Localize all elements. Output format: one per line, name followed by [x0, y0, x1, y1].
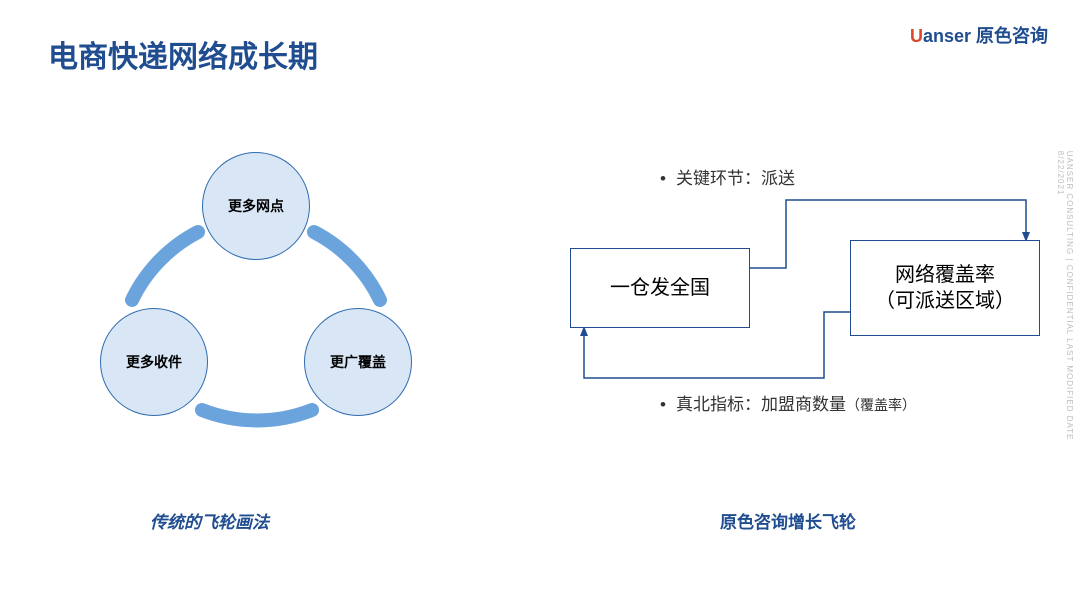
flow-box-line: 一仓发全国 — [610, 275, 710, 301]
logo-prefix: U — [910, 26, 923, 46]
bullet-bottom: 真北指标：加盟商数量（覆盖率） — [660, 390, 916, 415]
flywheel-node: 更广覆盖 — [304, 308, 412, 416]
brand-logo: Uanser 原色咨询 — [910, 22, 1048, 48]
page-title: 电商快递网络成长期 — [48, 32, 318, 76]
flywheel-diagram: 更多网点更广覆盖更多收件 — [56, 140, 456, 480]
flow-box: 网络覆盖率（可派送区域） — [850, 240, 1040, 336]
flow-box-line: 网络覆盖率 — [895, 262, 995, 288]
flow-caption: 原色咨询增长飞轮 — [720, 508, 856, 533]
confidential-sidetext: UANSER CONSULTING | CONFIDENTIAL LAST MO… — [1056, 150, 1074, 451]
flywheel-node: 更多网点 — [202, 152, 310, 260]
flywheel-caption: 传统的飞轮画法 — [150, 508, 269, 533]
flow-box-line: （可派送区域） — [875, 288, 1015, 314]
flow-box: 一仓发全国 — [570, 248, 750, 328]
cycle-arrow — [132, 232, 198, 300]
logo-suffix-cn: 原色咨询 — [971, 26, 1048, 46]
cycle-arrow — [202, 410, 312, 420]
bullet-sub: （覆盖率） — [846, 397, 916, 413]
cycle-arrow — [314, 232, 380, 300]
flow-diagram: 关键环节：派送 真北指标：加盟商数量（覆盖率） 一仓发全国 网络覆盖率（可派送区域… — [530, 150, 1050, 450]
bullet-top: 关键环节：派送 — [660, 164, 795, 189]
flywheel-node: 更多收件 — [100, 308, 208, 416]
logo-suffix-en: anser — [923, 26, 971, 46]
